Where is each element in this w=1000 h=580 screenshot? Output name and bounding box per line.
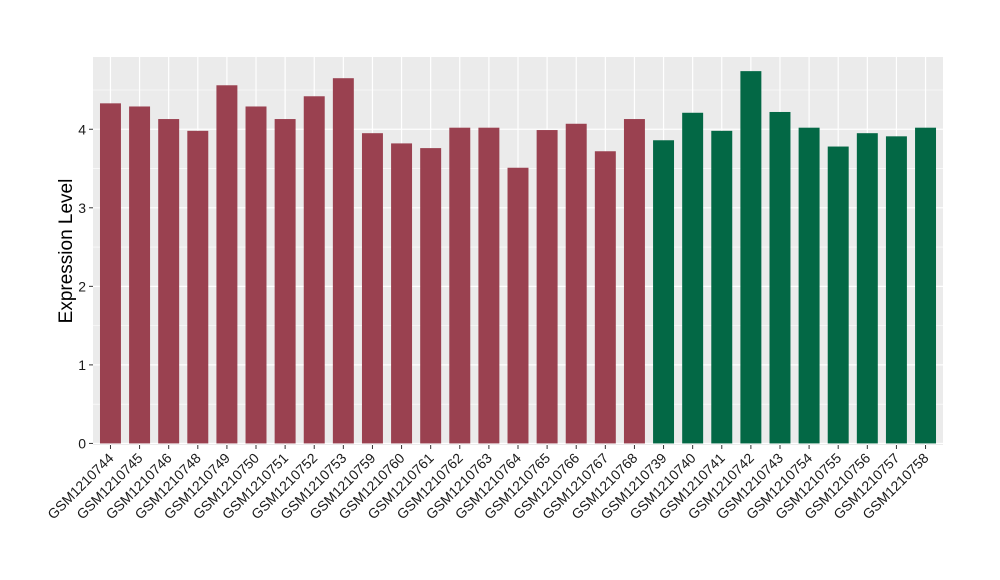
y-tick-label: 3 xyxy=(78,200,86,216)
bar xyxy=(99,103,121,444)
bar xyxy=(391,143,413,444)
bar xyxy=(798,127,820,444)
bar xyxy=(827,146,849,444)
y-tick-label: 4 xyxy=(78,121,86,137)
bar xyxy=(507,167,529,444)
bar xyxy=(129,106,151,444)
bars xyxy=(99,71,937,444)
bar xyxy=(449,127,471,444)
bar xyxy=(769,111,791,444)
bar xyxy=(682,112,704,444)
bar xyxy=(158,119,180,444)
bar xyxy=(653,140,675,444)
y-axis: 0 1 2 3 4 xyxy=(78,121,93,451)
bar xyxy=(216,85,238,444)
bar xyxy=(856,133,878,444)
bar xyxy=(740,71,762,444)
bar xyxy=(361,133,383,444)
bar xyxy=(565,123,587,444)
bar xyxy=(478,127,500,444)
bar xyxy=(332,78,354,444)
bar xyxy=(711,130,733,444)
y-tick-label: 0 xyxy=(78,435,86,451)
x-axis: GSM1210744GSM1210745GSM1210746GSM1210748… xyxy=(44,445,932,522)
bar xyxy=(623,119,645,444)
y-tick-label: 2 xyxy=(78,278,86,294)
y-axis-title: Expression Level xyxy=(56,179,77,324)
bar xyxy=(245,106,267,444)
bar xyxy=(303,96,325,444)
bar xyxy=(420,148,442,444)
bar xyxy=(187,130,209,444)
bar xyxy=(274,119,296,444)
bar xyxy=(536,130,558,444)
bar xyxy=(594,151,616,444)
bar xyxy=(885,136,907,444)
bar xyxy=(915,127,937,444)
y-tick-label: 1 xyxy=(78,357,86,373)
